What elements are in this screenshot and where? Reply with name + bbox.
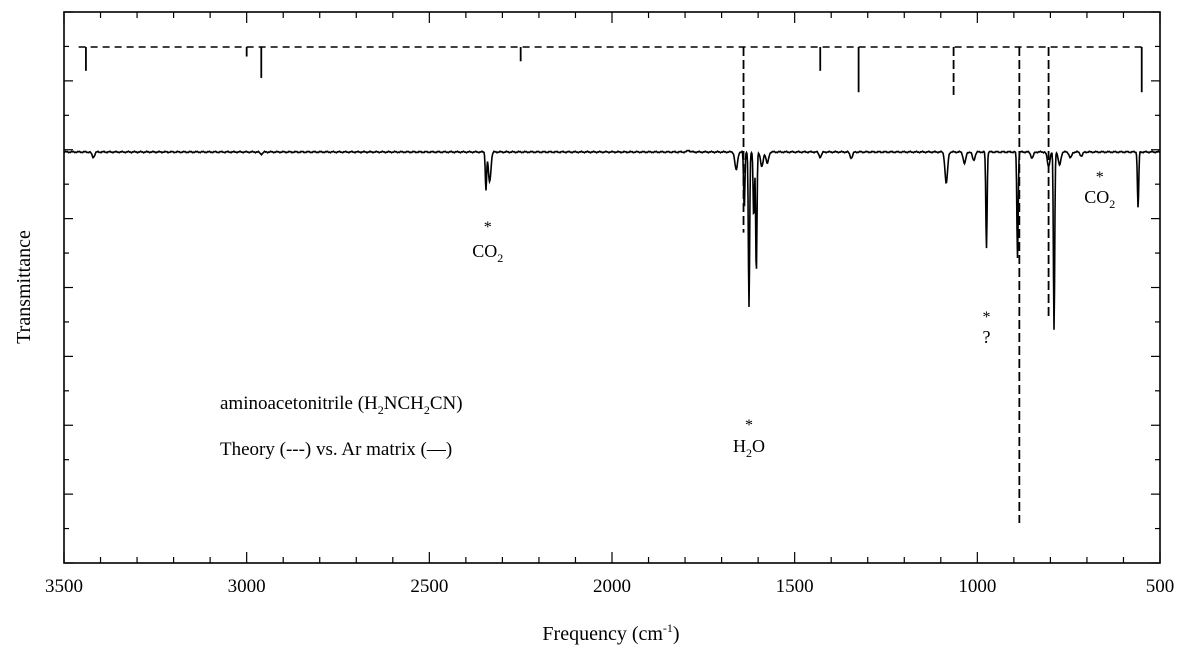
axis-ticks: 3500 3000 2500 2000 1500 1000 500 xyxy=(45,11,1175,597)
plot-frame xyxy=(63,11,1161,564)
x-tick-label: 2000 xyxy=(593,576,631,597)
annotation-label: CO2 xyxy=(1084,187,1115,211)
x-tick-label: 1500 xyxy=(776,576,814,597)
compound-title: aminoacetonitrile (H2NCH2CN) xyxy=(220,393,463,417)
y-axis-label: Transmittance xyxy=(13,230,35,344)
x-axis-label: Frequency (cm-1) xyxy=(542,621,679,645)
x-tick-label: 500 xyxy=(1146,576,1175,597)
theory-series xyxy=(78,46,1146,523)
x-tick-label: 3500 xyxy=(45,576,83,597)
annotation-label: H2O xyxy=(733,436,765,460)
x-tick-label: 3000 xyxy=(228,576,266,597)
annotation-label: ? xyxy=(982,327,990,347)
x-tick-label: 2500 xyxy=(410,576,448,597)
ar-matrix-series xyxy=(63,149,1161,330)
annotation-label: CO2 xyxy=(472,241,503,265)
plot-border xyxy=(63,11,1161,564)
legend-description: Theory (---) vs. Ar matrix (—) xyxy=(220,439,452,460)
annotation-asterisk: * xyxy=(745,417,753,434)
band-annotations: *CO2*H2O*?*CO2 xyxy=(472,169,1115,460)
x-tick-label: 1000 xyxy=(958,576,996,597)
annotation-asterisk: * xyxy=(484,219,492,236)
annotation-asterisk: * xyxy=(1096,169,1104,186)
annotation-asterisk: * xyxy=(982,309,990,326)
ar-matrix-trace xyxy=(63,149,1161,330)
